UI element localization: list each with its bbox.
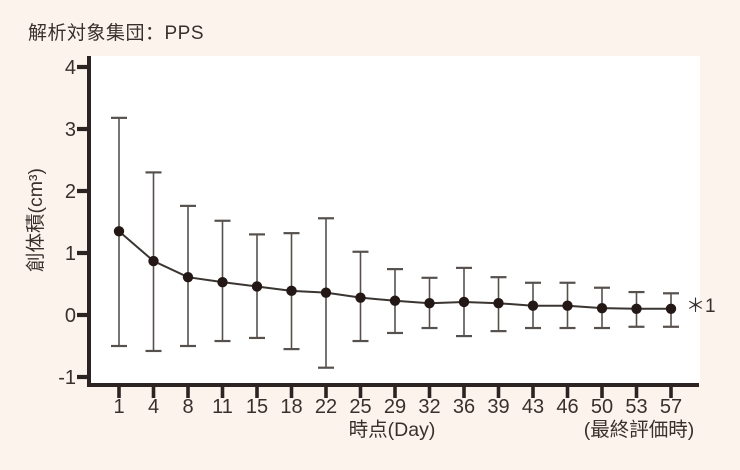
data-point [527,300,539,311]
x-tick-label: 18 [280,396,302,418]
x-tick-label: 43 [522,396,544,418]
data-point [182,271,194,283]
chart-title: 解析対象集団：PPS [28,23,205,44]
y-axis-label: 創体積(cm³) [25,168,47,272]
data-point [665,303,677,314]
y-tick-label: 0 [65,305,76,327]
data-point [217,276,228,288]
x-tick-label: 29 [384,396,406,418]
x-axis-label: 時点(Day) [349,419,436,441]
x-tick-label: 15 [246,396,268,418]
annotation-note: ＊1 [686,296,716,317]
x-tick-label: 36 [453,396,475,418]
data-point [424,298,435,309]
x-tick-label: 39 [487,396,509,418]
x-tick-label: 32 [418,396,440,418]
x-tick-label: 25 [349,396,371,418]
x-tick-label: 11 [212,396,233,418]
y-tick-label: 4 [65,57,76,79]
plot-area [89,56,700,385]
y-tick-label: 1 [65,243,76,265]
y-tick-label: -1 [58,367,76,389]
x-tick-label: 4 [148,396,159,418]
x-tick-label: 22 [315,396,337,418]
data-point [148,255,159,267]
data-point [458,296,470,308]
data-point [631,303,642,314]
y-tick-label: 3 [65,119,76,141]
x-axis-note: (最終評価時) [584,419,695,441]
x-tick-label: 46 [556,396,578,418]
data-point [320,287,332,298]
data-point [562,300,573,311]
x-tick-label: 50 [591,396,613,418]
data-point [355,292,366,303]
data-point [113,226,125,237]
x-tick-label: 53 [625,396,647,418]
data-point [389,295,401,306]
x-tick-label: 1 [113,396,124,418]
y-tick-label: 2 [65,181,76,203]
data-point [286,285,297,297]
data-point [493,298,504,309]
data-point [251,281,263,292]
x-tick-label: 57 [660,396,682,418]
data-point [596,302,608,314]
x-tick-label: 8 [182,396,193,418]
